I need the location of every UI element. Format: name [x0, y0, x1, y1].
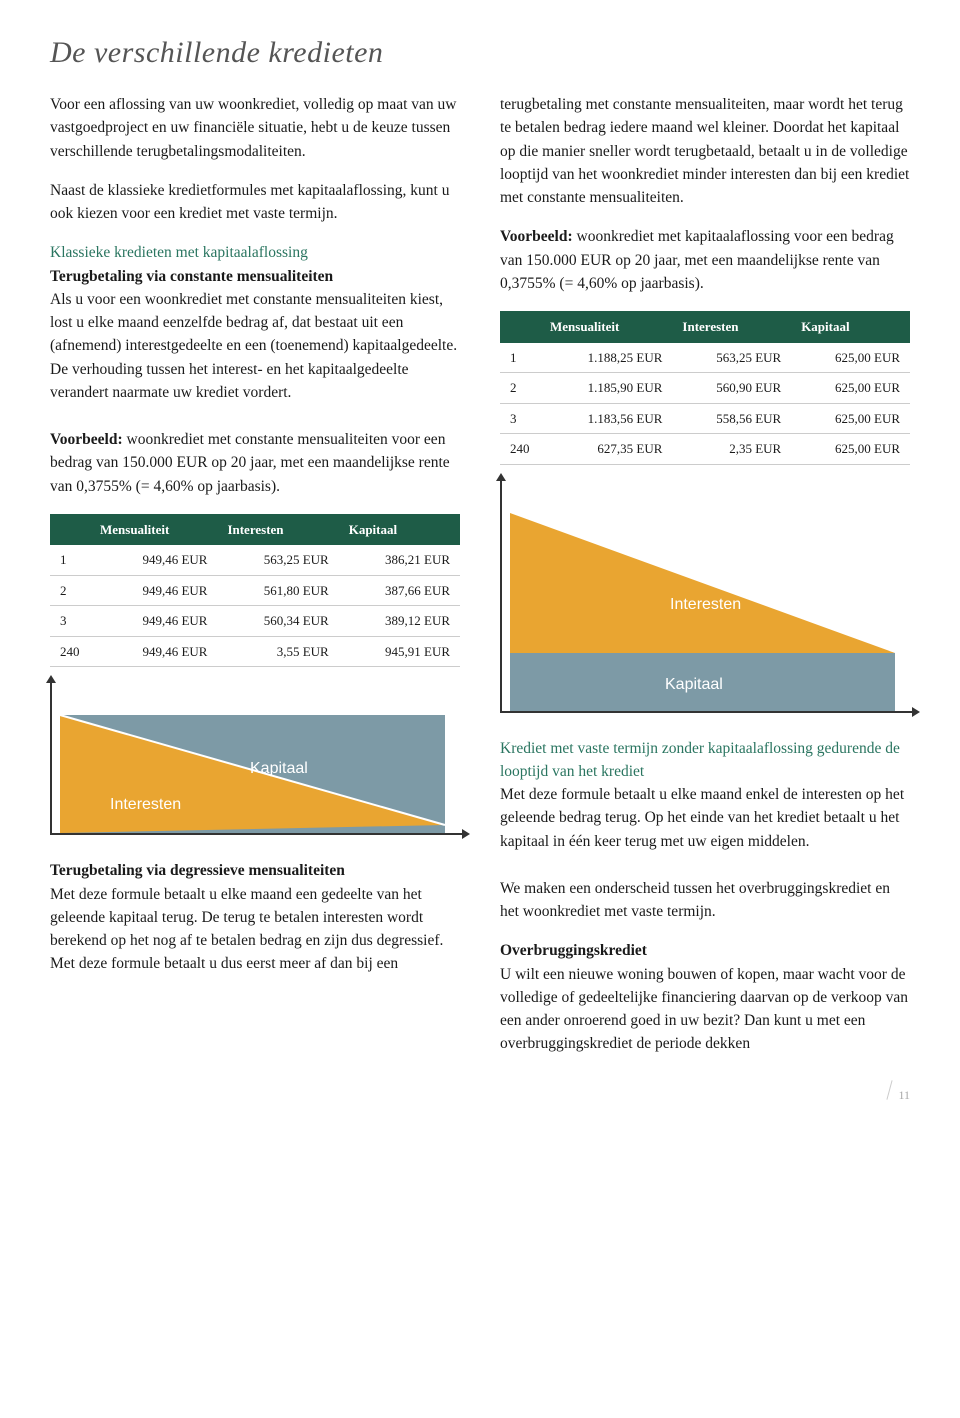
chart1-x-axis: [50, 833, 468, 835]
table-cell: 625,00 EUR: [791, 343, 910, 373]
table-cell: 625,00 EUR: [791, 434, 910, 465]
chart2-y-axis: [500, 475, 502, 713]
right-column: terugbetaling met constante mensualiteit…: [500, 93, 910, 1056]
chart2-capital-label: Kapitaal: [665, 673, 723, 697]
chart1-capital-label: Kapitaal: [250, 757, 308, 781]
table-row: 2949,46 EUR561,80 EUR387,66 EUR: [50, 575, 460, 606]
para-degressieve: Met deze formule betaalt u elke maand ee…: [50, 886, 443, 973]
example1-lead: Voorbeeld:: [50, 431, 123, 448]
table-cell: 1: [50, 545, 90, 575]
intro-para-2: Naast de klassieke kredietformules met k…: [50, 179, 460, 226]
table-cell: 949,46 EUR: [90, 575, 217, 606]
table-cell: 949,46 EUR: [90, 636, 217, 667]
table-cell: 945,91 EUR: [339, 636, 460, 667]
table-degressieve: Mensualiteit Interesten Kapitaal 11.188,…: [500, 311, 910, 465]
table-cell: 949,46 EUR: [90, 606, 217, 637]
table-cell: 625,00 EUR: [791, 403, 910, 434]
para-onderscheid: We maken een onderscheid tussen het over…: [500, 877, 910, 924]
th-interesten: Interesten: [217, 514, 338, 546]
table-cell: 560,90 EUR: [672, 373, 791, 404]
para-overbrugging: U wilt een nieuwe woning bouwen of kopen…: [500, 966, 908, 1053]
table-cell: 563,25 EUR: [672, 343, 791, 373]
table-row: 240627,35 EUR2,35 EUR625,00 EUR: [500, 434, 910, 465]
page-title: De verschillende kredieten: [50, 30, 910, 75]
table-cell: 2,35 EUR: [672, 434, 791, 465]
heading-degressieve: Terugbetaling via degressieve mensualite…: [50, 862, 345, 879]
table-row: 240949,46 EUR3,55 EUR945,91 EUR: [50, 636, 460, 667]
chart2-interest-label: Interesten: [670, 593, 741, 617]
table-cell: 627,35 EUR: [540, 434, 672, 465]
chart1-interest-label: Interesten: [110, 793, 181, 817]
table-cell: 1.183,56 EUR: [540, 403, 672, 434]
table-cell: 2: [50, 575, 90, 606]
th2-kapitaal: Kapitaal: [791, 311, 910, 343]
table-cell: 3: [50, 606, 90, 637]
example2: Voorbeeld: woonkrediet met kapitaalaflos…: [500, 225, 910, 295]
table-cell: 1.188,25 EUR: [540, 343, 672, 373]
table-cell: 3,55 EUR: [217, 636, 338, 667]
table-cell: 558,56 EUR: [672, 403, 791, 434]
two-column-layout: Voor een aflossing van uw woonkrediet, v…: [50, 93, 910, 1056]
para-constante: Als u voor een woonkrediet met constante…: [50, 291, 457, 401]
subheading-klassieke: Klassieke kredieten met kapitaalaflossin…: [50, 244, 308, 261]
table-row: 21.185,90 EUR560,90 EUR625,00 EUR: [500, 373, 910, 404]
table-cell: 1.185,90 EUR: [540, 373, 672, 404]
example2-lead: Voorbeeld:: [500, 228, 573, 245]
table-cell: 625,00 EUR: [791, 373, 910, 404]
th-mensualiteit: Mensualiteit: [90, 514, 217, 546]
chart-constante: Interesten Kapitaal: [50, 685, 460, 835]
table-cell: 1: [500, 343, 540, 373]
table-cell: 563,25 EUR: [217, 545, 338, 575]
table-cell: 240: [500, 434, 540, 465]
th-kapitaal: Kapitaal: [339, 514, 460, 546]
table-row: 11.188,25 EUR563,25 EUR625,00 EUR: [500, 343, 910, 373]
table-cell: 3: [500, 403, 540, 434]
chart2-x-axis: [500, 711, 918, 713]
table-cell: 561,80 EUR: [217, 575, 338, 606]
th2-interesten: Interesten: [672, 311, 791, 343]
table-row: 1949,46 EUR563,25 EUR386,21 EUR: [50, 545, 460, 575]
chart1-y-axis: [50, 677, 52, 835]
table-cell: 949,46 EUR: [90, 545, 217, 575]
para-vaste-termijn: Met deze formule betaalt u elke maand en…: [500, 786, 904, 850]
table-cell: 2: [500, 373, 540, 404]
table-cell: 240: [50, 636, 90, 667]
example1: Voorbeeld: woonkrediet met constante men…: [50, 428, 460, 498]
th-blank: [50, 514, 90, 546]
left-column: Voor een aflossing van uw woonkrediet, v…: [50, 93, 460, 1056]
table-cell: 389,12 EUR: [339, 606, 460, 637]
table-row: 31.183,56 EUR558,56 EUR625,00 EUR: [500, 403, 910, 434]
heading-overbrugging: Overbruggingskrediet: [500, 942, 647, 959]
th2-mensualiteit: Mensualiteit: [540, 311, 672, 343]
table-constante: Mensualiteit Interesten Kapitaal 1949,46…: [50, 514, 460, 668]
table-cell: 560,34 EUR: [217, 606, 338, 637]
table-cell: 386,21 EUR: [339, 545, 460, 575]
heading-constante: Terugbetaling via constante mensualiteit…: [50, 268, 333, 285]
chart-degressieve: Interesten Kapitaal: [500, 483, 910, 713]
subheading-vaste-termijn: Krediet met vaste termijn zonder kapitaa…: [500, 740, 900, 780]
page-number: 11: [50, 1086, 910, 1104]
th2-blank: [500, 311, 540, 343]
table-row: 3949,46 EUR560,34 EUR389,12 EUR: [50, 606, 460, 637]
right-para-1: terugbetaling met constante mensualiteit…: [500, 93, 910, 209]
table-cell: 387,66 EUR: [339, 575, 460, 606]
chart2-interest-area: [510, 513, 895, 653]
intro-para-1: Voor een aflossing van uw woonkrediet, v…: [50, 93, 460, 163]
